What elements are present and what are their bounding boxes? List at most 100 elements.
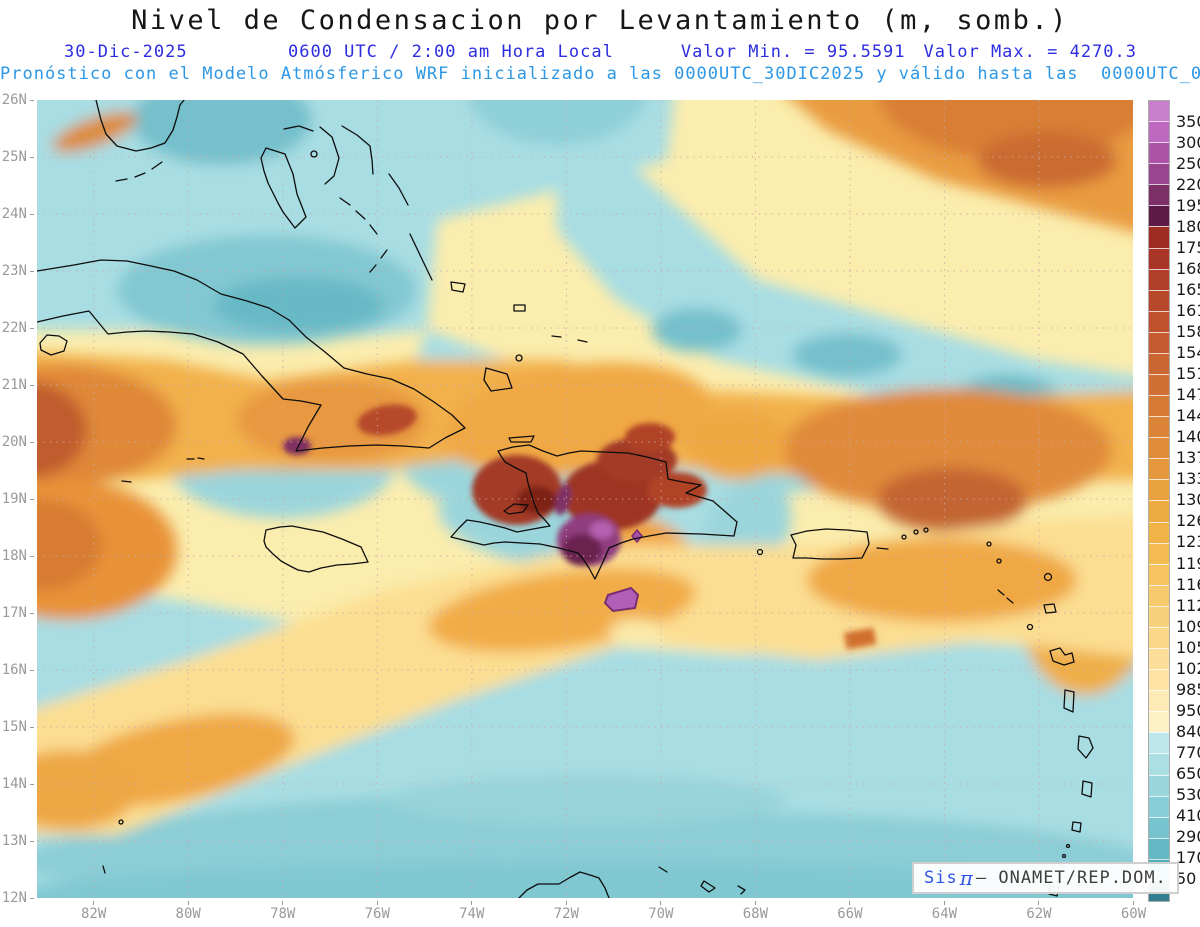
colorbar-segment [1149,669,1169,691]
lat-axis: 26N 25N 24N 23N 22N 21N 20N 19N 18N 17 [0,72,34,927]
lon-tick-label: 82W [46,901,141,922]
lat-tick-mark [30,726,34,728]
lat-tick-mark [30,384,34,386]
lon-tick-label: 74W [425,901,520,922]
sispi-logo-text: Sis [924,868,958,888]
colorbar-segment [1149,142,1169,164]
min-max-values: Valor Min. = 95.5591 Valor Max. = 4270.3 [681,42,1137,62]
lat-tick-label: 22N [0,300,34,357]
lat-tick-label: 23N [0,243,34,300]
lat-tick-mark [30,270,34,272]
lat-tick-label: 21N [0,357,34,414]
lat-tick-mark [30,99,34,101]
coastlines [37,100,1094,898]
onamet-credit: – ONAMET/REP.DOM. [975,868,1167,888]
colorbar-tick-label: 650 [1176,763,1200,783]
lat-tick-label: 14N [0,756,34,813]
lat-tick-mark [30,840,34,842]
colorbar-segment [1149,416,1169,438]
colorbar-tick-label: 3500 [1176,111,1200,131]
colorbar-tick-label: 1160 [1176,574,1200,594]
colorbar-tick-label: 530 [1176,785,1200,805]
valor-max-label: Valor Max. = 4270.3 [923,42,1137,62]
colorbar-tick-label: 1090 [1176,616,1200,636]
colorbar-tick-label: 1405 [1176,427,1200,447]
colorbar-tick-label: 2200 [1176,174,1200,194]
colorbar-segment [1149,479,1169,501]
colorbar-tick-label: 1020 [1176,658,1200,678]
lat-tick-label: 25N [0,129,34,186]
lat-tick-label: 26N [0,72,34,129]
colorbar-tick-label: 1370 [1176,448,1200,468]
colorbar-tick-label: 50 [1176,869,1197,889]
colorbar-segment [1149,732,1169,754]
colorbar-tick-label: 1300 [1176,490,1200,510]
lat-tick-mark [30,498,34,500]
colorbar-tick-label: 1580 [1176,321,1200,341]
graticule-grid [37,100,1133,898]
colorbar [1148,100,1170,902]
lat-tick-label: 19N [0,471,34,528]
lat-tick-label: 12N [0,870,34,927]
colorbar-segment [1149,184,1169,206]
colorbar-tick-label: 3000 [1176,132,1200,152]
date-label: 30-Dic-2025 [64,42,188,62]
pi-symbol: π [959,866,974,890]
lat-tick-label: 13N [0,813,34,870]
colorbar-tick-label: 290 [1176,827,1200,847]
colorbar-segment [1149,163,1169,185]
colorbar-segment [1149,500,1169,522]
colorbar-tick-label: 1230 [1176,532,1200,552]
lon-tick-label: 66W [803,901,898,922]
lat-tick-label: 17N [0,585,34,642]
lat-tick-mark [30,441,34,443]
lcl-contour-field [37,100,1133,898]
lat-tick-label: 15N [0,699,34,756]
lon-axis: 82W 80W 78W 76W 74W 72W 70W 68W 66W 64W 62W 60W [46,901,1180,922]
lat-tick-mark [30,213,34,215]
colorbar-segment [1149,626,1169,649]
colorbar-segment [1149,247,1169,269]
colorbar-tick-label: 2500 [1176,153,1200,173]
lon-tick-label: 72W [519,901,614,922]
colorbar-segment [1149,352,1169,375]
colorbar-tick-label: 770 [1176,742,1200,762]
lat-tick-mark [30,327,34,329]
lat-tick-mark [30,783,34,785]
colorbar-tick-label: 1950 [1176,195,1200,215]
colorbar-segment [1149,395,1169,417]
lat-tick-mark [30,897,34,899]
colorbar-tick-label: 1055 [1176,637,1200,657]
lon-tick-label: 64W [897,901,992,922]
colorbar-segment [1149,795,1169,817]
lat-tick-label: 16N [0,642,34,699]
lat-tick-mark [30,555,34,557]
colorbar-tick-label: 1335 [1176,469,1200,489]
colorbar-tick-label: 1800 [1176,216,1200,236]
colorbar-segment [1149,711,1169,733]
colorbar-segment [1149,774,1169,796]
colorbar-tick-label: 1545 [1176,343,1200,363]
colorbar-segment [1149,268,1169,290]
colorbar-segment [1149,289,1169,311]
colorbar-tick-label: 1265 [1176,511,1200,531]
weather-map [37,100,1133,898]
lat-tick-mark [30,669,34,671]
colorbar-tick-label: 1475 [1176,385,1200,405]
colorbar-tick-label: 985 [1176,679,1200,699]
colorbar-tick-label: 1440 [1176,406,1200,426]
colorbar-tick-label: 840 [1176,721,1200,741]
colorbar-segment [1149,205,1169,227]
colorbar-segment [1149,374,1169,396]
colorbar-segment [1149,521,1169,543]
page-title: Nivel de Condensacion por Levantamiento … [131,5,1069,36]
colorbar-tick-label: 1685 [1176,258,1200,278]
colorbar-tick-label: 1195 [1176,553,1200,573]
colorbar-tick-label: 1510 [1176,364,1200,384]
colorbar-labels: 3500300025002200195018001750168516501615… [1176,111,1200,890]
lon-tick-label: 68W [708,901,803,922]
colorbar-tick-label: 410 [1176,806,1200,826]
lat-tick-mark [30,612,34,614]
